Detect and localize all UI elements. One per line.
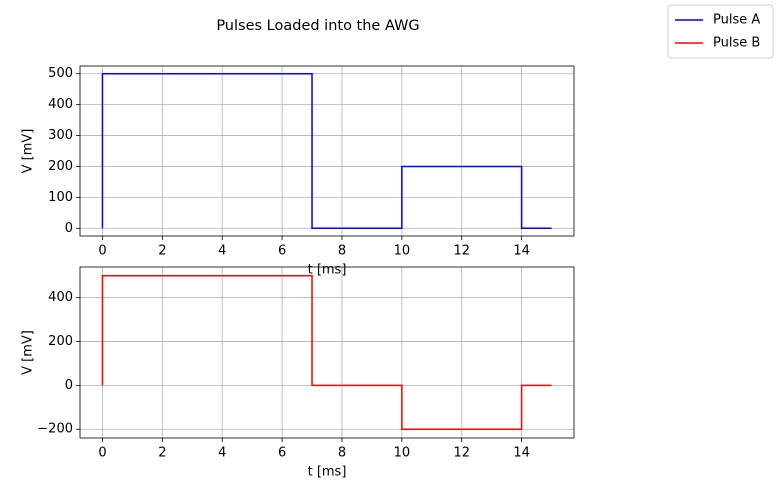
- legend-label: Pulse A: [713, 13, 760, 28]
- legend-label: Pulse B: [713, 36, 760, 51]
- y-tick-label: 200: [48, 334, 73, 349]
- y-tick-label: −200: [37, 422, 73, 437]
- legend: Pulse A Pulse B: [667, 4, 774, 59]
- y-tick-label: 400: [48, 97, 73, 112]
- x-tick-label: 4: [218, 446, 226, 461]
- x-tick-label: 0: [98, 446, 106, 461]
- x-tick-label: 6: [278, 244, 286, 259]
- y-tick-label: 200: [48, 159, 73, 174]
- line-series: [101, 72, 552, 230]
- y-tick-label: 400: [48, 290, 73, 305]
- y-tick-label: 0: [65, 378, 73, 393]
- x-tick-label: 12: [453, 244, 470, 259]
- line-series: [101, 275, 552, 430]
- legend-box: [667, 4, 774, 59]
- x-axis-label: t [ms]: [308, 263, 347, 278]
- x-tick-label: 6: [278, 446, 286, 461]
- x-tick-label: 10: [394, 446, 411, 461]
- axes-frame: [79, 65, 575, 237]
- x-tick-label: 10: [394, 244, 411, 259]
- y-axis-label: V [mV]: [21, 129, 36, 174]
- x-tick-label: 2: [158, 244, 166, 259]
- figure-title: Pulses Loaded into the AWG: [216, 18, 419, 34]
- x-tick-label: 4: [218, 244, 226, 259]
- x-axis-label: t [ms]: [308, 465, 347, 480]
- y-tick-label: 500: [48, 66, 73, 81]
- axes-frame: [79, 266, 575, 439]
- x-tick-label: 14: [513, 446, 530, 461]
- y-tick-label: 100: [48, 190, 73, 205]
- x-tick-label: 14: [513, 244, 530, 259]
- x-tick-label: 2: [158, 446, 166, 461]
- x-tick-label: 0: [98, 244, 106, 259]
- y-tick-label: 0: [65, 221, 73, 236]
- x-tick-label: 12: [453, 446, 470, 461]
- x-tick-label: 8: [338, 244, 346, 259]
- y-axis-label: V [mV]: [21, 330, 36, 375]
- y-tick-label: 300: [48, 128, 73, 143]
- x-tick-label: 8: [338, 446, 346, 461]
